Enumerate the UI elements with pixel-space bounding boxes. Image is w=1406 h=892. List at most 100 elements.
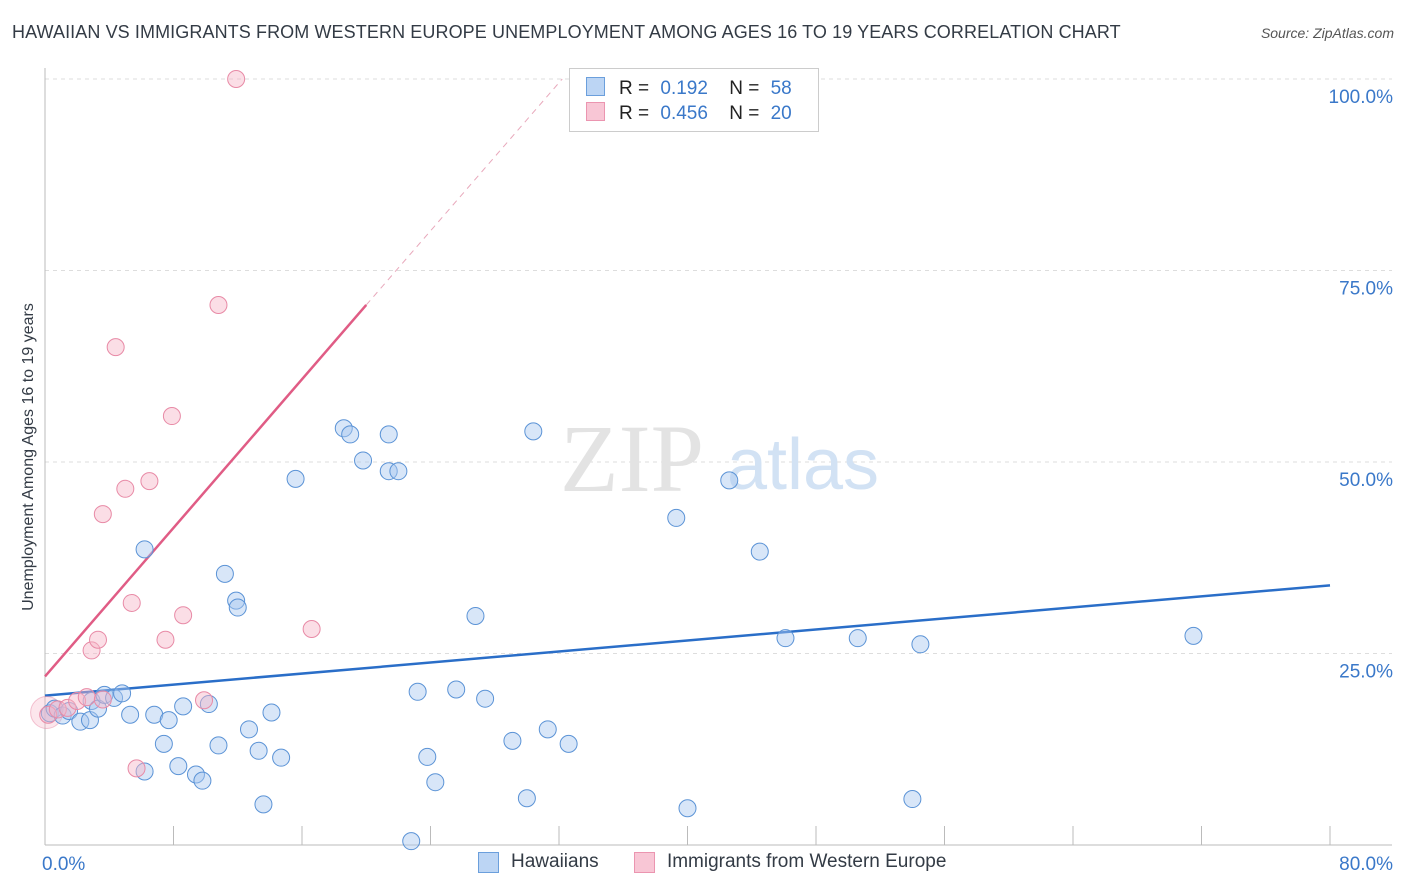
watermark-zip: ZIP: [560, 405, 704, 512]
y-tick-label: 100.0%: [1329, 87, 1394, 108]
point-hawaiians: [354, 451, 373, 470]
trend-line-immigrants: [44, 304, 368, 678]
point-hawaiians: [402, 832, 421, 851]
point-hawaiians: [776, 629, 795, 648]
legend-r-value: 0.456: [660, 103, 708, 124]
point-hawaiians: [408, 682, 427, 701]
trend-lines: [44, 78, 1331, 697]
legend-row-hawaiians: R = 0.192 N = 58: [586, 77, 792, 101]
point-immigrants: [58, 698, 77, 717]
point-hawaiians: [71, 712, 90, 731]
point-hawaiians: [135, 540, 154, 559]
point-hawaiians: [209, 736, 228, 755]
legend-label-hawaiians: Hawaiians: [511, 851, 599, 872]
point-immigrants: [209, 295, 228, 314]
point-immigrants: [195, 691, 214, 710]
legend-n-label: N =: [729, 78, 760, 99]
point-immigrants: [116, 479, 135, 498]
trend-line-immigrants-extension: [365, 78, 563, 306]
data-points: [30, 70, 1203, 851]
y-tick-label: 75.0%: [1339, 279, 1393, 300]
y-axis-label: Unemployment Among Ages 16 to 19 years: [20, 303, 37, 611]
y-tick-label: 50.0%: [1339, 470, 1393, 491]
tick-labels: 25.0% 50.0% 75.0% 100.0% 0.0% 80.0%: [42, 87, 1393, 875]
point-immigrants: [127, 759, 146, 778]
point-hawaiians: [262, 703, 281, 722]
legend-swatch-hawaiians: [478, 851, 499, 873]
legend-label-immigrants: Immigrants from Western Europe: [666, 851, 947, 872]
point-hawaiians: [215, 564, 234, 583]
point-hawaiians: [678, 799, 697, 818]
point-hawaiians: [379, 425, 398, 444]
legend-swatch-pink: [586, 102, 605, 121]
watermark: ZIP atlas: [560, 405, 879, 512]
point-hawaiians: [193, 771, 212, 790]
legend-r-label: R =: [619, 103, 650, 124]
series-legend: Hawaiians Immigrants from Western Europe: [478, 851, 976, 879]
source-label: Source: ZipAtlas.com: [1260, 25, 1394, 41]
legend-r-label: R =: [619, 78, 650, 99]
point-immigrants: [227, 70, 246, 88]
point-hawaiians: [667, 508, 686, 527]
point-hawaiians: [254, 795, 273, 814]
point-immigrants: [162, 407, 181, 426]
point-immigrants: [77, 688, 96, 707]
point-immigrants: [93, 690, 112, 709]
point-hawaiians: [848, 629, 867, 648]
gridlines: [45, 78, 1392, 654]
point-hawaiians: [538, 720, 557, 739]
point-hawaiians: [154, 734, 173, 753]
point-hawaiians: [418, 747, 437, 766]
x-tick-label-min: 0.0%: [42, 854, 85, 875]
point-hawaiians: [750, 542, 769, 561]
legend-item-immigrants: Immigrants from Western Europe: [633, 851, 947, 873]
point-hawaiians: [239, 720, 258, 739]
point-hawaiians: [503, 731, 522, 750]
point-hawaiians: [379, 462, 398, 481]
point-hawaiians: [341, 425, 360, 444]
legend-item-hawaiians: Hawaiians: [478, 851, 599, 873]
point-hawaiians: [476, 689, 495, 708]
y-tick-label: 25.0%: [1339, 662, 1393, 683]
point-immigrants: [122, 593, 141, 612]
point-hawaiians: [911, 635, 930, 654]
legend-swatch-blue: [586, 77, 605, 96]
trend-line-hawaiians: [44, 584, 1331, 697]
point-immigrants: [302, 619, 321, 638]
point-immigrants: [48, 700, 67, 719]
point-hawaiians: [169, 757, 188, 776]
point-immigrants: [93, 505, 112, 524]
point-hawaiians: [426, 773, 445, 792]
watermark-atlas: atlas: [727, 425, 879, 505]
point-hawaiians: [466, 606, 485, 625]
x-tick-label-max: 80.0%: [1339, 854, 1393, 875]
point-hawaiians: [272, 748, 291, 767]
legend-r-value: 0.192: [660, 78, 708, 99]
point-hawaiians: [121, 705, 140, 724]
point-immigrants: [82, 641, 101, 660]
legend-n-value: 20: [770, 103, 792, 124]
point-hawaiians: [524, 422, 543, 441]
point-immigrants: [174, 606, 193, 625]
point-hawaiians: [447, 680, 466, 699]
point-hawaiians: [903, 790, 922, 809]
point-hawaiians: [1184, 626, 1203, 645]
point-hawaiians: [559, 734, 578, 753]
point-hawaiians: [286, 469, 305, 488]
legend-row-immigrants: R = 0.456 N = 20: [586, 102, 792, 126]
point-hawaiians: [174, 697, 193, 716]
legend-n-label: N =: [729, 103, 760, 124]
correlation-legend: R = 0.192 N = 58 R = 0.456 N = 20: [569, 68, 819, 132]
point-hawaiians: [720, 471, 739, 490]
point-hawaiians: [159, 711, 178, 730]
point-hawaiians: [113, 684, 132, 703]
point-immigrants: [106, 338, 125, 357]
point-immigrants: [39, 705, 58, 724]
point-hawaiians: [517, 789, 536, 808]
point-immigrants: [89, 630, 108, 649]
point-hawaiians: [227, 591, 246, 610]
point-immigrants: [140, 472, 159, 491]
point-hawaiians: [228, 598, 247, 617]
point-immigrants: [156, 630, 175, 649]
